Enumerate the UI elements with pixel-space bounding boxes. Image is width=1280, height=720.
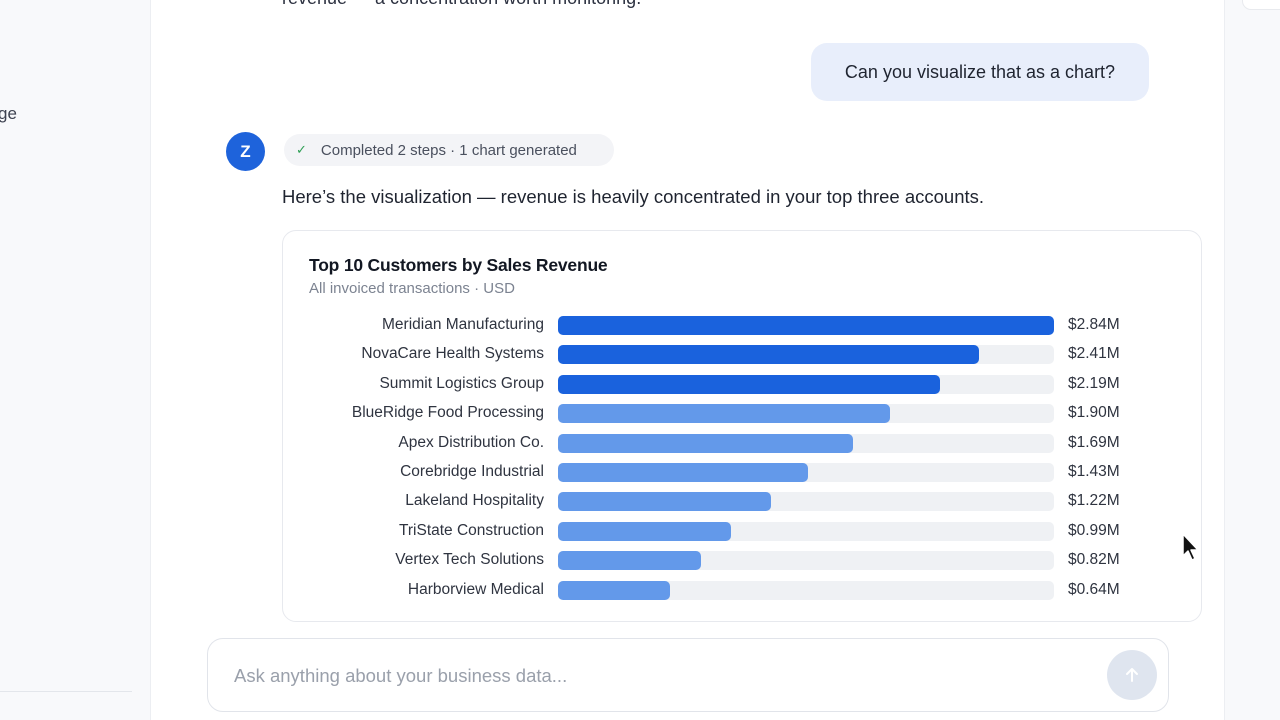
bar-track bbox=[558, 316, 1054, 335]
bar-track bbox=[558, 374, 1054, 394]
bar-value-label: $2.19M bbox=[1068, 374, 1120, 392]
bar[interactable] bbox=[558, 551, 702, 571]
bar-row: Harborview Medical $0.64M bbox=[283, 579, 1203, 601]
bar-track bbox=[558, 463, 1054, 482]
bar-value-label: $2.41M bbox=[1068, 345, 1120, 363]
bar-row: Summit Logistics Group $2.19M bbox=[283, 373, 1203, 395]
bar-label: Vertex Tech Solutions bbox=[395, 551, 544, 569]
send-button[interactable] bbox=[1107, 650, 1157, 700]
bar-track bbox=[558, 521, 1054, 541]
bar-label: Summit Logistics Group bbox=[379, 374, 544, 392]
bar-track bbox=[558, 580, 1054, 600]
user-message-text: Can you visualize that as a chart? bbox=[844, 61, 1116, 82]
bar-label: TriState Construction bbox=[398, 521, 544, 539]
bar[interactable] bbox=[558, 316, 1054, 335]
bar[interactable] bbox=[558, 521, 731, 541]
check-icon: ✓ bbox=[296, 142, 307, 157]
bar-row: Vertex Tech Solutions $0.82M bbox=[283, 549, 1203, 571]
bar-row: Corebridge Industrial $1.43M bbox=[283, 461, 1203, 483]
assistant-avatar: Z bbox=[226, 132, 265, 171]
bar-value-label: $1.90M bbox=[1068, 404, 1120, 422]
bar-label: Lakeland Hospitality bbox=[405, 492, 544, 510]
bar-value-label: $0.64M bbox=[1068, 580, 1120, 598]
status-badge[interactable]: ✓ Completed 2 steps · 1 chart generated bbox=[284, 134, 614, 166]
bar-row: BlueRidge Food Processing $1.90M bbox=[283, 402, 1203, 424]
bar[interactable] bbox=[558, 463, 808, 482]
right-panel-control[interactable] bbox=[1242, 0, 1280, 10]
bar-label: Meridian Manufacturing bbox=[382, 316, 544, 333]
bar[interactable] bbox=[558, 404, 890, 424]
sidebar: ge bbox=[0, 0, 151, 720]
bar-row: Apex Distribution Co. $1.69M bbox=[283, 432, 1203, 454]
bar-track bbox=[558, 492, 1054, 512]
bar-value-label: $1.22M bbox=[1068, 492, 1120, 510]
bar-row: TriState Construction $0.99M bbox=[283, 520, 1203, 542]
bar-value-label: $0.99M bbox=[1068, 521, 1120, 539]
chart-card: Top 10 Customers by Sales Revenue All in… bbox=[282, 230, 1202, 622]
bar-label: Apex Distribution Co. bbox=[398, 433, 544, 451]
arrow-up-icon bbox=[1126, 668, 1138, 682]
avatar-letter: Z bbox=[240, 141, 251, 161]
bar-value-label: $2.84M bbox=[1068, 316, 1120, 333]
mouse-pointer-icon bbox=[1182, 533, 1199, 561]
bar-track bbox=[558, 433, 1054, 453]
bar-row: Lakeland Hospitality $1.22M bbox=[283, 490, 1203, 512]
bar-track bbox=[558, 345, 1054, 365]
assistant-response-text: Here’s the visualization — revenue is he… bbox=[282, 186, 985, 207]
bar-row: Meridian Manufacturing $2.84M bbox=[283, 314, 1203, 336]
chat-input-box bbox=[207, 638, 1169, 712]
bar-label: Corebridge Industrial bbox=[400, 463, 544, 480]
previous-message-text: revenue — a concentration worth monitori… bbox=[282, 0, 641, 9]
bar[interactable] bbox=[558, 580, 670, 600]
bar-label: BlueRidge Food Processing bbox=[351, 404, 544, 422]
bar-row: NovaCare Health Systems $2.41M bbox=[283, 343, 1203, 365]
bar-track bbox=[558, 551, 1054, 571]
status-text: Completed 2 steps · 1 chart generated bbox=[320, 141, 577, 159]
bar[interactable] bbox=[558, 492, 772, 512]
bar-label: Harborview Medical bbox=[407, 580, 544, 598]
bar[interactable] bbox=[558, 345, 979, 365]
sidebar-item-label[interactable]: ge bbox=[0, 104, 17, 123]
chart-title: Top 10 Customers by Sales Revenue bbox=[309, 255, 608, 275]
sidebar-divider bbox=[0, 691, 132, 692]
bar-value-label: $1.69M bbox=[1068, 433, 1120, 451]
bar-track bbox=[558, 404, 1054, 424]
user-message-bubble: Can you visualize that as a chart? bbox=[811, 43, 1149, 101]
chart-subtitle: All invoiced transactions · USD bbox=[309, 280, 515, 297]
chat-input[interactable] bbox=[232, 659, 1076, 693]
right-panel bbox=[1224, 0, 1280, 720]
bar[interactable] bbox=[558, 374, 941, 394]
bar-value-label: $0.82M bbox=[1068, 551, 1120, 569]
bar-value-label: $1.43M bbox=[1068, 463, 1120, 480]
bar-label: NovaCare Health Systems bbox=[361, 345, 544, 363]
bar[interactable] bbox=[558, 433, 854, 453]
